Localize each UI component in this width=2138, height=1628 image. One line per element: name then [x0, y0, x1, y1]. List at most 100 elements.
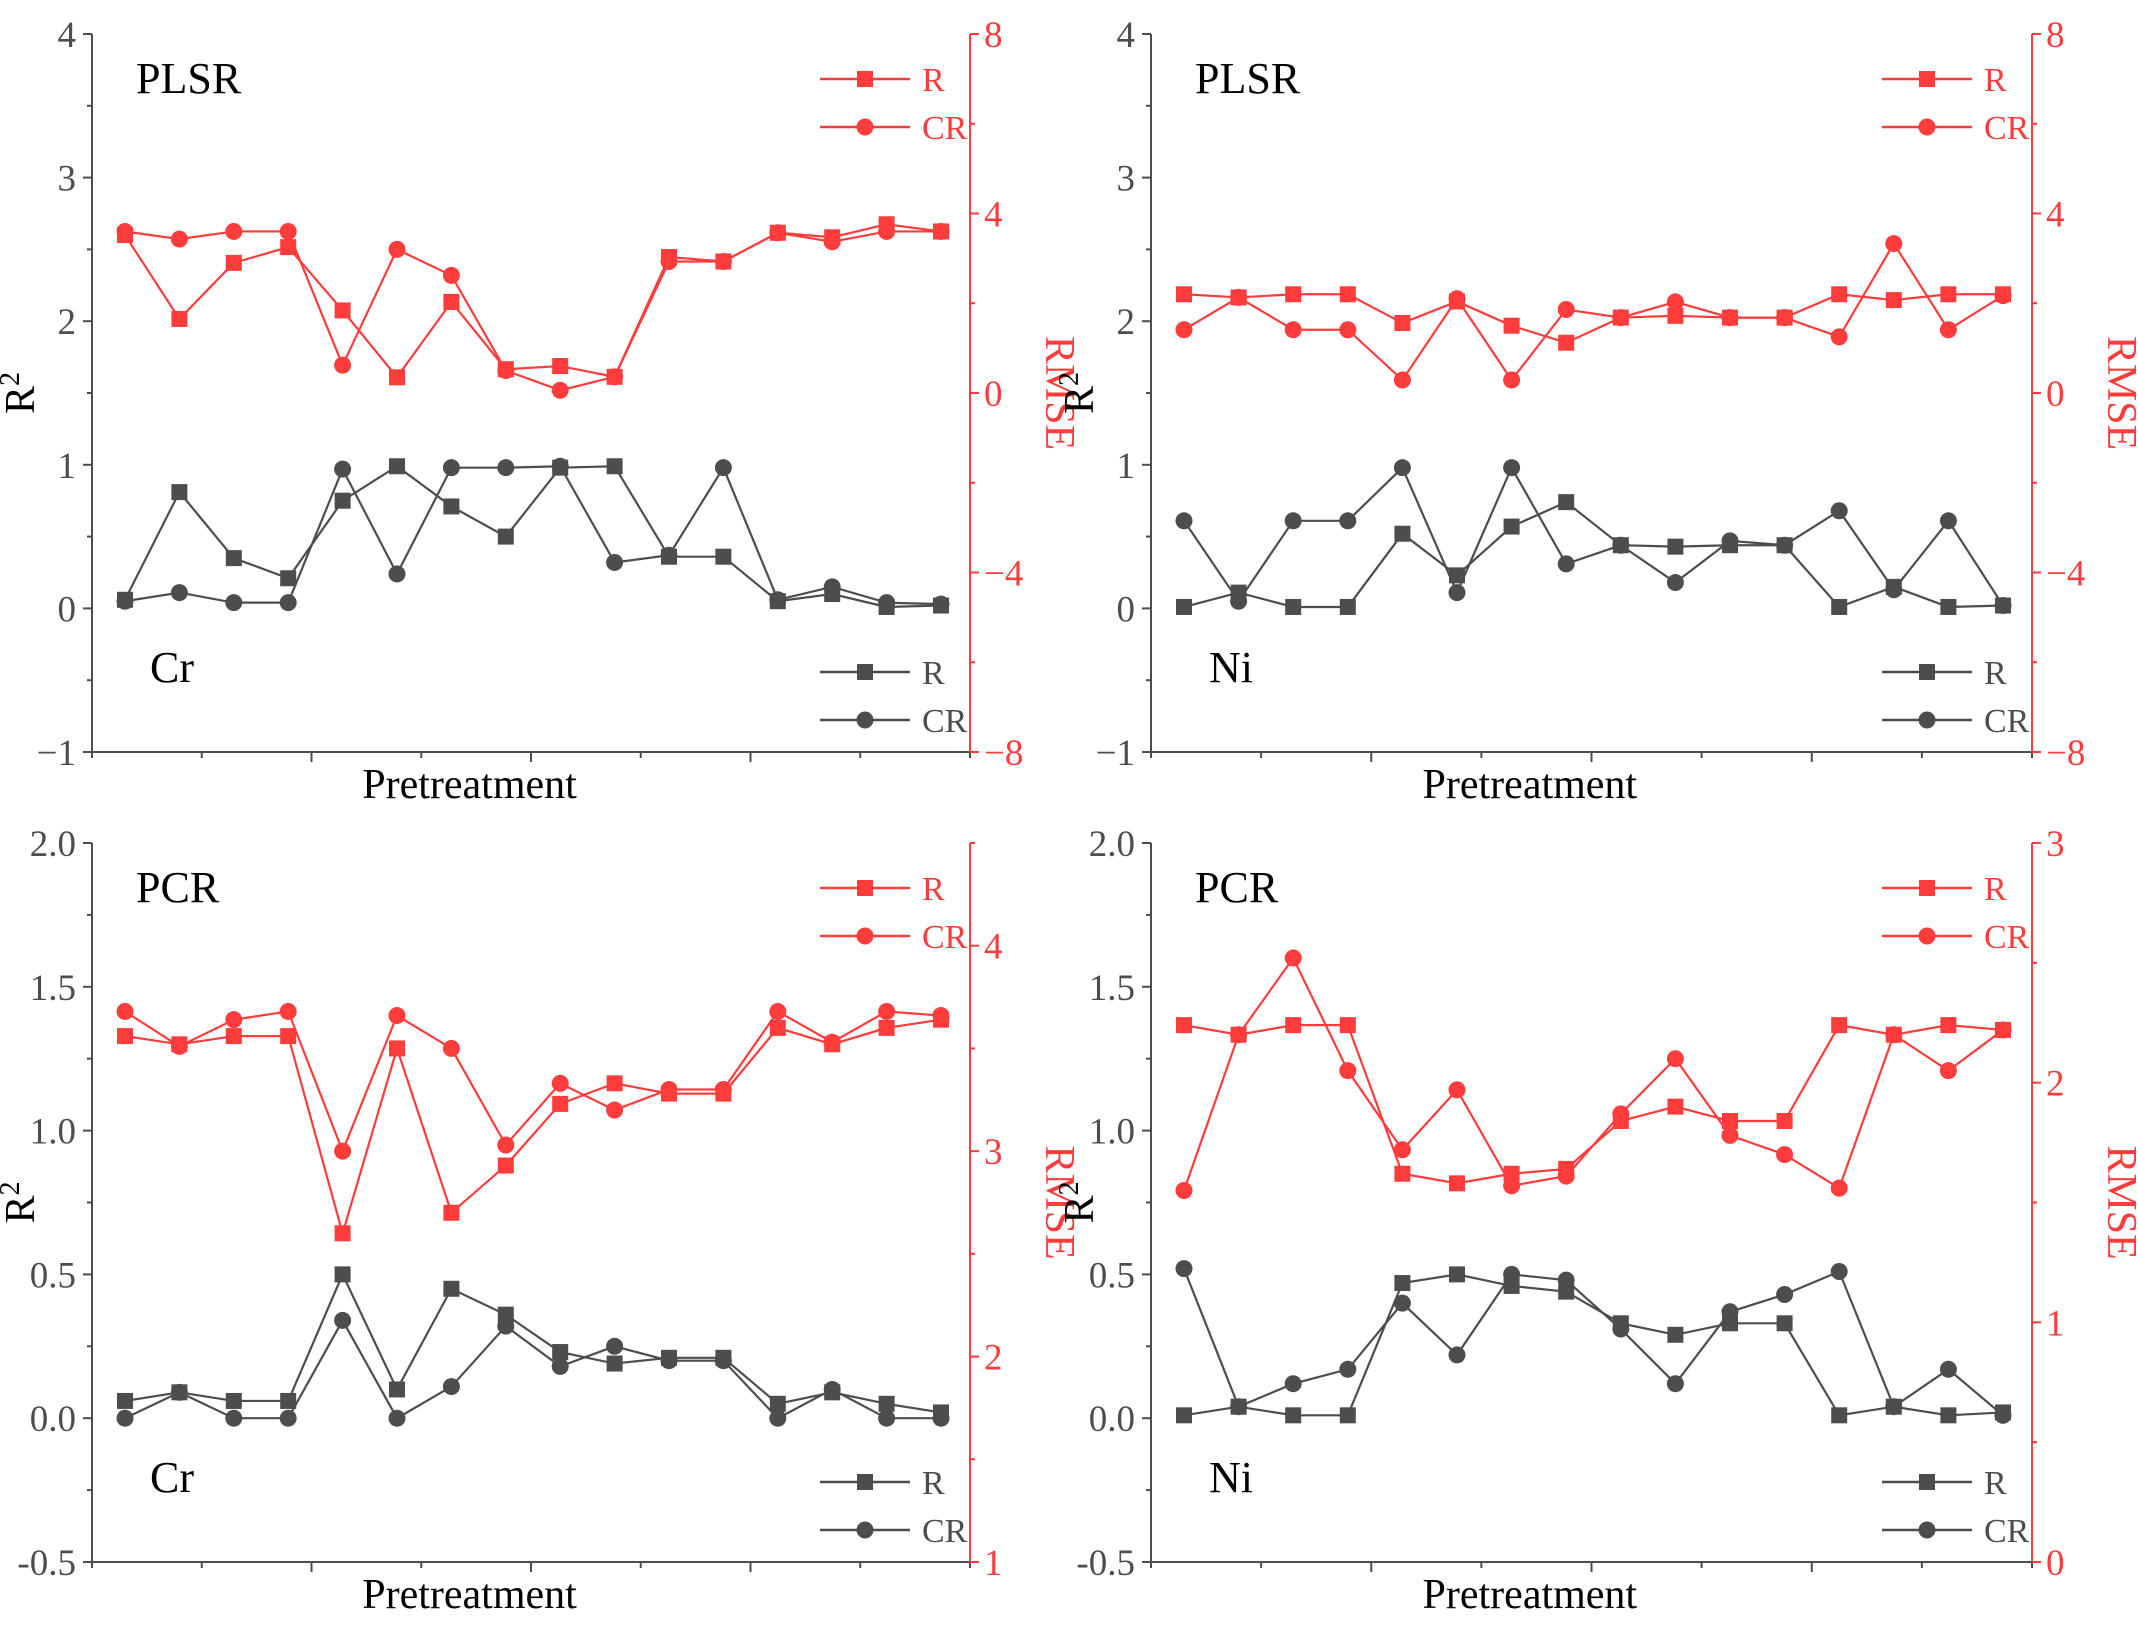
- legend-item-left-cr: CR: [820, 703, 968, 740]
- data-point: [1284, 949, 1302, 967]
- series-left-cr: [116, 1311, 950, 1427]
- data-point: [1448, 1081, 1466, 1099]
- element-label: Cr: [150, 643, 194, 692]
- data-point: [1721, 1126, 1739, 1144]
- data-point: [116, 1002, 134, 1020]
- y-left-tick-label: 2: [1117, 302, 1136, 343]
- panel-title: PLSR: [1195, 54, 1301, 103]
- x-axis-title: Pretreatment: [362, 762, 577, 808]
- data-point: [1284, 321, 1302, 339]
- panel-title: PCR: [136, 863, 220, 912]
- y-right-axis-title: RMSE: [2098, 1145, 2138, 1259]
- data-point: [334, 302, 351, 319]
- legend-label: R: [1984, 62, 2007, 99]
- series-line: [124, 1010, 942, 1155]
- y-left-axis-title: R2: [0, 1181, 44, 1223]
- data-point: [1831, 1017, 1848, 1034]
- legend-marker: [1919, 664, 1935, 680]
- legend-item-right-cr: CR: [1882, 110, 2030, 147]
- data-point: [769, 1019, 786, 1036]
- data-point: [1831, 598, 1848, 615]
- legend-item-right-r: R: [820, 871, 945, 908]
- data-point: [715, 548, 732, 565]
- data-point: [1612, 1320, 1630, 1338]
- data-point: [170, 1383, 188, 1401]
- data-point: [1230, 592, 1248, 610]
- y-right-tick-label: 3: [984, 1132, 1003, 1173]
- legend-label: CR: [922, 1513, 968, 1550]
- data-point: [1831, 1407, 1848, 1424]
- data-point: [170, 584, 188, 602]
- data-point: [878, 1019, 895, 1036]
- y-right-axis-title: RMSE: [2098, 336, 2138, 450]
- data-point: [497, 459, 515, 477]
- data-point: [225, 1409, 243, 1427]
- data-point: [389, 1381, 405, 1398]
- legend-label: CR: [922, 703, 968, 740]
- data-point: [552, 1344, 569, 1361]
- legend-label: R: [1984, 871, 2007, 908]
- data-point: [1722, 1315, 1738, 1332]
- data-point: [1393, 459, 1411, 477]
- series-line: [124, 1018, 942, 1238]
- data-point: [116, 1409, 134, 1427]
- legend-item-right-r: R: [1882, 62, 2007, 99]
- series-line: [124, 230, 941, 392]
- data-point: [769, 1395, 786, 1412]
- data-point: [1557, 1167, 1575, 1185]
- data-point: [878, 1002, 896, 1020]
- data-point: [769, 1002, 787, 1020]
- data-point: [1939, 1062, 1957, 1080]
- y-right-tick-label: 1: [984, 1543, 1003, 1584]
- series-right-r: [117, 1011, 949, 1242]
- data-point: [1939, 321, 1957, 339]
- legend-marker: [856, 118, 874, 136]
- data-point: [1448, 1346, 1466, 1364]
- y-left-title-main: R: [1057, 386, 1103, 414]
- data-point: [769, 224, 787, 242]
- data-point: [280, 1028, 297, 1045]
- data-point: [878, 594, 896, 612]
- data-point: [225, 550, 242, 567]
- data-point: [280, 1392, 297, 1409]
- y-right-tick-label: −8: [2046, 733, 2085, 774]
- x-axis-title: Pretreatment: [1423, 762, 1638, 808]
- data-point: [1612, 309, 1630, 327]
- legend-item-right-cr: CR: [820, 919, 968, 956]
- data-point: [225, 254, 242, 271]
- legend-marker: [1918, 1521, 1936, 1539]
- data-point: [1285, 1407, 1302, 1424]
- data-point: [606, 1101, 624, 1119]
- data-point: [1503, 371, 1521, 389]
- data-point: [442, 1378, 460, 1396]
- legend-item-right-r: R: [820, 62, 945, 99]
- data-point: [280, 570, 297, 587]
- data-point: [389, 1040, 405, 1057]
- data-point: [823, 578, 841, 596]
- y-right-tick-label: −8: [984, 733, 1023, 774]
- data-point: [388, 1409, 406, 1427]
- series-line: [124, 465, 942, 606]
- y-right-tick-label: −4: [2046, 554, 2085, 595]
- y-left-tick-label: 2.0: [30, 824, 76, 865]
- data-point: [1503, 1177, 1521, 1195]
- data-point: [1230, 1398, 1248, 1416]
- data-point: [1503, 317, 1520, 334]
- data-point: [1721, 1303, 1739, 1321]
- data-point: [1885, 1026, 1903, 1044]
- data-point: [1393, 1141, 1411, 1159]
- legend-marker: [1918, 927, 1936, 945]
- x-axis-title: Pretreatment: [362, 1572, 577, 1618]
- data-point: [1339, 1017, 1356, 1034]
- data-point: [497, 1317, 515, 1335]
- data-point: [1558, 1283, 1575, 1300]
- series-line: [1183, 1273, 2004, 1417]
- data-point: [1285, 598, 1302, 615]
- data-point: [1940, 286, 1957, 303]
- data-point: [1557, 555, 1575, 573]
- data-point: [388, 1007, 406, 1025]
- legend-label: CR: [1984, 110, 2030, 147]
- data-point: [1667, 307, 1684, 324]
